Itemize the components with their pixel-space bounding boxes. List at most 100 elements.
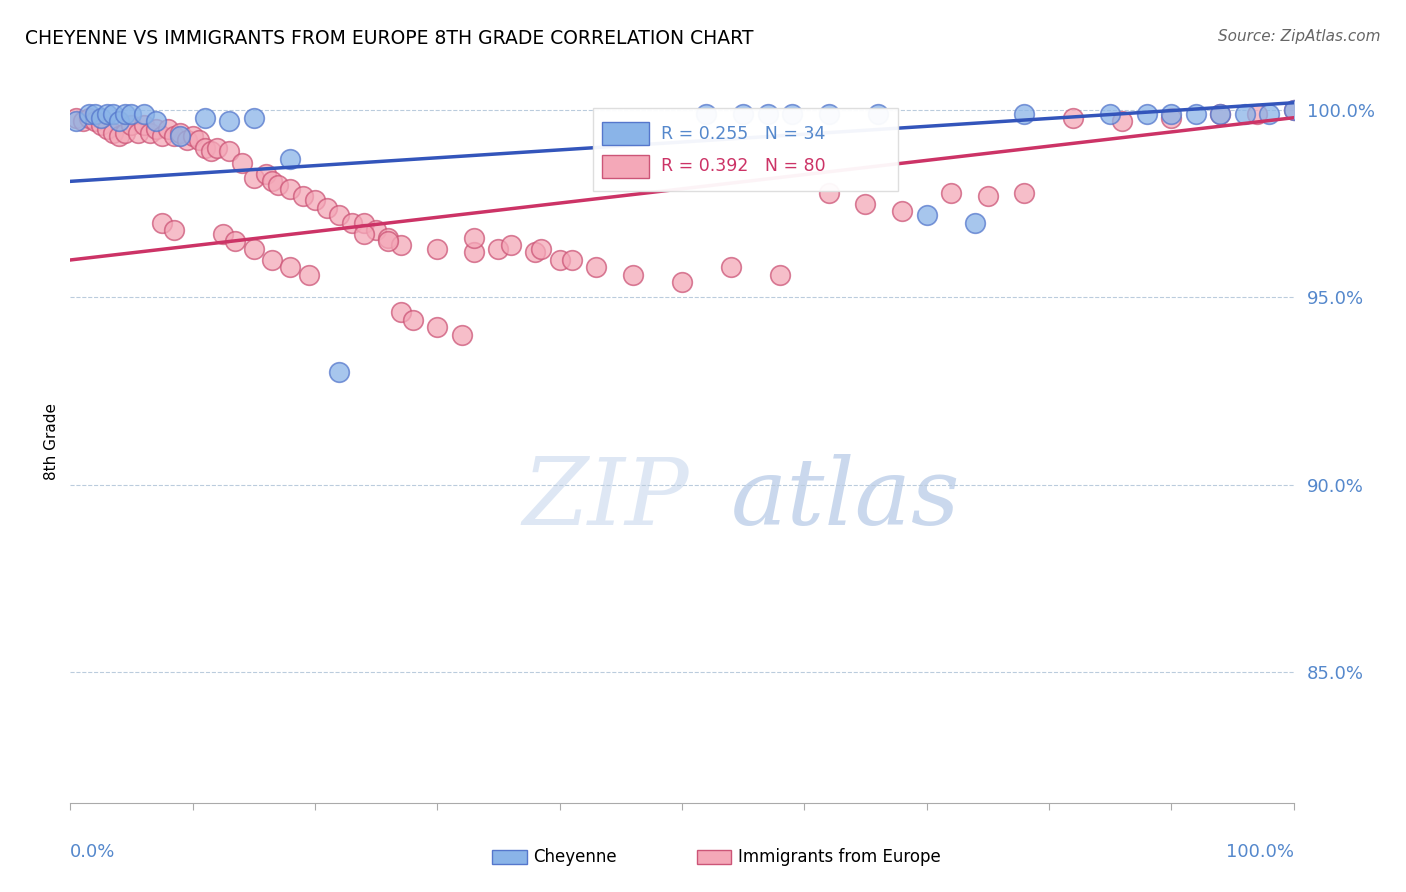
Bar <box>696 850 731 864</box>
Point <box>194 111 217 125</box>
Text: R = 0.255   N = 34: R = 0.255 N = 34 <box>661 125 825 143</box>
Point <box>150 215 173 229</box>
Point <box>139 126 162 140</box>
Point <box>769 268 792 282</box>
Point <box>181 129 204 144</box>
Point <box>548 252 571 267</box>
Point <box>114 126 136 140</box>
Point <box>231 155 253 169</box>
Point <box>200 145 222 159</box>
Point <box>65 111 87 125</box>
Text: Cheyenne: Cheyenne <box>533 848 616 866</box>
Point <box>114 107 136 121</box>
Point <box>585 260 607 275</box>
Point <box>377 230 399 244</box>
Point <box>243 170 266 185</box>
Text: R = 0.392   N = 80: R = 0.392 N = 80 <box>661 157 825 175</box>
Point <box>671 276 693 290</box>
Text: CHEYENNE VS IMMIGRANTS FROM EUROPE 8TH GRADE CORRELATION CHART: CHEYENNE VS IMMIGRANTS FROM EUROPE 8TH G… <box>25 29 754 47</box>
Point <box>695 107 717 121</box>
Point <box>83 114 105 128</box>
Point <box>205 141 228 155</box>
Point <box>101 107 124 121</box>
Point <box>720 260 742 275</box>
Point <box>1282 103 1305 118</box>
Bar <box>492 850 527 864</box>
Point <box>1014 186 1036 200</box>
Point <box>915 208 938 222</box>
Point <box>83 107 105 121</box>
Point <box>1282 103 1305 118</box>
Point <box>121 107 143 121</box>
Point <box>1160 107 1182 121</box>
Point <box>463 230 485 244</box>
Point <box>132 118 155 132</box>
Point <box>1160 111 1182 125</box>
Point <box>90 118 112 132</box>
Point <box>561 252 583 267</box>
Point <box>254 167 277 181</box>
Point <box>1111 114 1133 128</box>
Point <box>450 327 472 342</box>
Point <box>90 111 112 125</box>
Text: 0.0%: 0.0% <box>70 843 115 861</box>
Point <box>389 305 412 319</box>
Point <box>163 129 186 144</box>
Text: ZIP: ZIP <box>523 454 689 544</box>
Point <box>72 114 94 128</box>
Point <box>65 114 87 128</box>
Point <box>402 313 425 327</box>
Point <box>77 107 100 121</box>
Point <box>1062 111 1084 125</box>
Point <box>187 133 209 147</box>
Point <box>1233 107 1256 121</box>
Point <box>101 126 124 140</box>
Point <box>304 193 326 207</box>
Point <box>145 122 167 136</box>
Point <box>176 133 198 147</box>
Point <box>530 242 553 256</box>
Point <box>1184 107 1206 121</box>
Point <box>426 320 449 334</box>
Point <box>499 238 522 252</box>
Point <box>733 107 755 121</box>
Point <box>891 204 914 219</box>
Point <box>1014 107 1036 121</box>
Text: atlas: atlas <box>731 454 960 544</box>
Point <box>817 107 839 121</box>
Point <box>218 114 240 128</box>
Point <box>366 223 388 237</box>
Point <box>524 245 547 260</box>
Y-axis label: 8th Grade: 8th Grade <box>44 403 59 480</box>
Point <box>1209 107 1232 121</box>
Point <box>817 186 839 200</box>
Point <box>298 268 321 282</box>
Bar <box>602 154 650 178</box>
Point <box>939 186 962 200</box>
Point <box>488 242 510 256</box>
Point <box>756 107 779 121</box>
Point <box>145 114 167 128</box>
Point <box>426 242 449 256</box>
Point <box>621 268 644 282</box>
Point <box>169 126 191 140</box>
Point <box>127 126 149 140</box>
Point <box>328 365 350 379</box>
Point <box>780 107 803 121</box>
Point <box>291 189 314 203</box>
Point <box>866 107 889 121</box>
Point <box>108 129 131 144</box>
FancyBboxPatch shape <box>592 108 898 191</box>
Text: Source: ZipAtlas.com: Source: ZipAtlas.com <box>1218 29 1381 44</box>
Text: Immigrants from Europe: Immigrants from Europe <box>738 848 941 866</box>
Point <box>1258 107 1281 121</box>
Point <box>353 215 375 229</box>
Text: 100.0%: 100.0% <box>1226 843 1294 861</box>
Point <box>280 260 302 275</box>
Point <box>855 196 877 211</box>
Point <box>389 238 412 252</box>
Point <box>262 174 284 188</box>
Point <box>1209 107 1232 121</box>
Point <box>1136 107 1159 121</box>
Point <box>243 242 266 256</box>
